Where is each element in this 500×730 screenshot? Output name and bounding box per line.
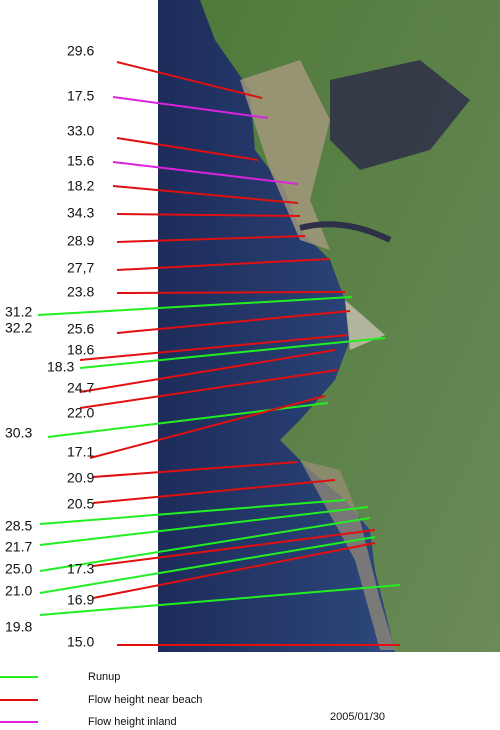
- legend-label: Flow height near beach: [88, 694, 202, 706]
- legend-label: Runup: [88, 671, 120, 683]
- measurement-labels: 29.6 17.5 33.0 15.6 18.2 34.3 28.9 27,7 …: [5, 43, 94, 650]
- label: 34.3: [67, 205, 94, 221]
- label: 17.3: [67, 561, 94, 577]
- pointer-line: [79, 334, 349, 361]
- pointer-line: [89, 395, 326, 459]
- label: 15.0: [67, 634, 94, 650]
- label: 20.9: [67, 470, 94, 486]
- label: 30.3: [5, 425, 32, 441]
- label: 25.6: [67, 321, 94, 337]
- pointer-line: [79, 337, 386, 369]
- legend: Runup Flow height near beach Flow height…: [0, 671, 202, 728]
- label: 17.1: [67, 444, 94, 460]
- pointer-line: [116, 137, 259, 161]
- pointer-line: [116, 258, 331, 271]
- pointer-line: [112, 161, 299, 185]
- pointer-line: [116, 235, 306, 243]
- pointer-line: [39, 536, 376, 594]
- label: 19.8: [5, 619, 32, 635]
- pointer-line: [47, 402, 329, 438]
- image-date: 2005/01/30: [330, 711, 385, 723]
- pointer-line: [92, 542, 376, 599]
- pointer-line: [116, 61, 263, 99]
- label: 16.9: [67, 592, 94, 608]
- label: 28.9: [67, 233, 94, 249]
- label: 22.0: [67, 405, 94, 421]
- pointer-line: [37, 296, 353, 316]
- pointer-line: [112, 185, 299, 204]
- label: 25.0: [5, 561, 32, 577]
- label: 27,7: [67, 260, 94, 276]
- label: 17.5: [67, 88, 94, 104]
- label: 21.7: [5, 539, 32, 555]
- pointer-line: [92, 461, 299, 478]
- label: 20.5: [67, 496, 94, 512]
- legend-label: Flow height inland: [88, 716, 177, 728]
- label: 15.6: [67, 153, 94, 169]
- pointer-line: [39, 584, 401, 616]
- label: 21.0: [5, 583, 32, 599]
- pointer-line: [112, 96, 269, 119]
- pointer-line: [39, 517, 371, 572]
- label: 18.2: [67, 178, 94, 194]
- label: 32.2: [5, 320, 32, 336]
- label: 28.5: [5, 518, 32, 534]
- pointer-line: [79, 369, 338, 409]
- label: 18.6: [67, 342, 94, 358]
- pointer-line: [39, 506, 369, 546]
- label: 18.3: [47, 359, 74, 375]
- satellite-image: [158, 0, 500, 652]
- label: 23.8: [67, 284, 94, 300]
- pointer-line: [92, 529, 376, 567]
- pointer-line: [116, 310, 351, 334]
- pointer-line: [79, 349, 336, 393]
- label: 24.7: [67, 380, 94, 396]
- label: 29.6: [67, 43, 94, 59]
- annotation-lines: [37, 61, 401, 646]
- label: 31.2: [5, 304, 32, 320]
- pointer-line: [116, 213, 301, 217]
- pointer-line: [116, 291, 346, 294]
- pointer-line: [92, 479, 336, 504]
- label: 33.0: [67, 123, 94, 139]
- pointer-line: [39, 499, 346, 525]
